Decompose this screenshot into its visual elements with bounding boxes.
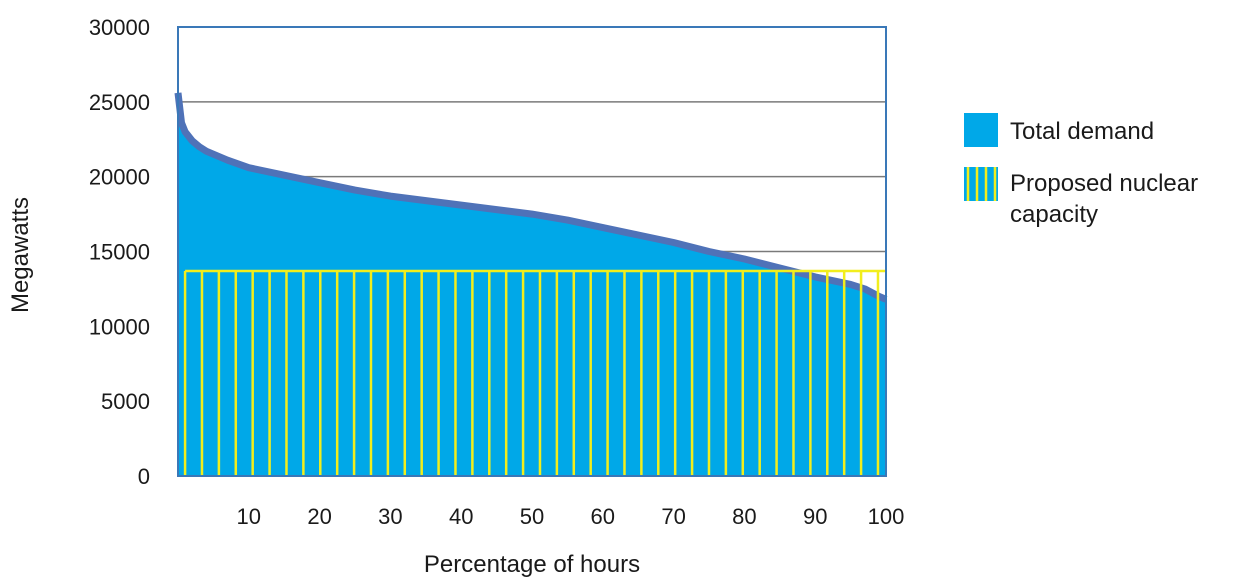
demand-area-layer <box>174 89 888 477</box>
legend-label-nuclear-capacity-line2: capacity <box>1010 201 1098 228</box>
x-tick-60: 60 <box>591 504 615 529</box>
legend-nuclear-swatch-fill <box>964 167 998 201</box>
x-tick-100: 100 <box>868 504 905 529</box>
y-tick-5000: 5000 <box>101 389 150 414</box>
legend-label-total-demand: Total demand <box>1010 118 1154 145</box>
x-tick-40: 40 <box>449 504 473 529</box>
x-tick-90: 90 <box>803 504 827 529</box>
y-tick-20000: 20000 <box>89 165 150 190</box>
legend-swatch-total-demand <box>964 113 998 147</box>
x-tick-50: 50 <box>520 504 544 529</box>
y-tick-10000: 10000 <box>89 314 150 339</box>
x-tick-30: 30 <box>378 504 402 529</box>
nuclear-capacity-layer <box>183 269 886 476</box>
legend: Total demand Proposed nuclear capacity <box>964 113 1198 228</box>
y-tick-15000: 15000 <box>89 240 150 265</box>
x-axis-title: Percentage of hours <box>424 551 640 578</box>
legend-label-nuclear-capacity-line1: Proposed nuclear <box>1010 170 1198 197</box>
y-tick-30000: 30000 <box>89 15 150 40</box>
total-demand-area <box>178 89 886 477</box>
plot-frame <box>177 26 887 477</box>
y-tick-25000: 25000 <box>89 90 150 115</box>
y-axis-title: Megawatts <box>7 197 34 313</box>
legend-swatch-nuclear-capacity <box>964 167 998 201</box>
total-demand-edge <box>174 92 888 303</box>
x-tick-10: 10 <box>237 504 261 529</box>
x-tick-70: 70 <box>661 504 685 529</box>
y-tick-labels: 0 5000 10000 15000 20000 25000 30000 <box>89 15 150 489</box>
x-tick-20: 20 <box>307 504 331 529</box>
y-tick-0: 0 <box>138 464 150 489</box>
x-tick-80: 80 <box>732 504 756 529</box>
x-tick-labels: 10 20 30 40 50 60 70 80 90 100 <box>237 504 905 529</box>
